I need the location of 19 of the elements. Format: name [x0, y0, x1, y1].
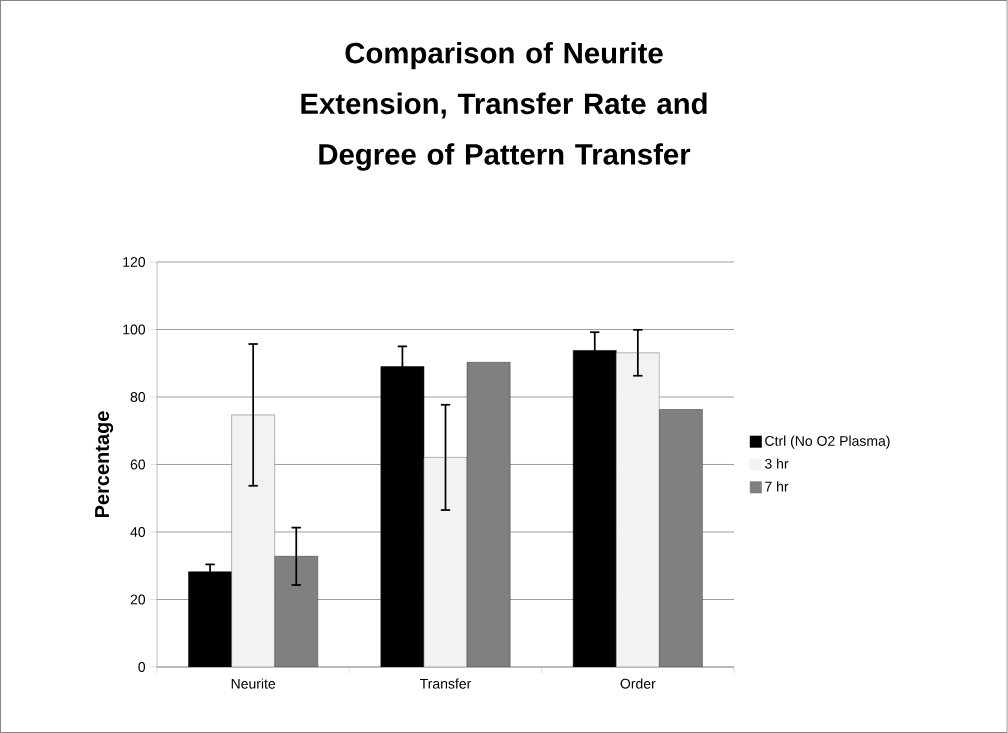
bar [616, 352, 660, 667]
y-tick-label: 20 [130, 594, 146, 605]
chart-title: Comparison of Neurite Extension, Transfer Rate and Degree of Pattern Transfer [301, 41, 707, 171]
legend-label: 3 hr [765, 458, 789, 469]
x-tick-label: Order [620, 678, 656, 689]
bar [231, 414, 275, 667]
y-tick-label: 100 [123, 324, 146, 335]
x-tick-label: Transfer [420, 678, 472, 689]
y-axis-title: Percentage [95, 411, 114, 518]
legend-label: 7 hr [765, 481, 789, 492]
y-tick-label: 40 [130, 527, 146, 537]
y-tick-label: 120 [123, 257, 146, 267]
bar [572, 350, 617, 667]
x-tick-label: Neurite [231, 678, 276, 689]
bar [423, 457, 468, 667]
y-tick-label: 60 [130, 459, 146, 470]
legend-label: Ctrl (No O2 Plasma) [765, 435, 890, 449]
y-tick-label: 80 [130, 392, 146, 402]
y-tick-label: 0 [138, 662, 146, 672]
